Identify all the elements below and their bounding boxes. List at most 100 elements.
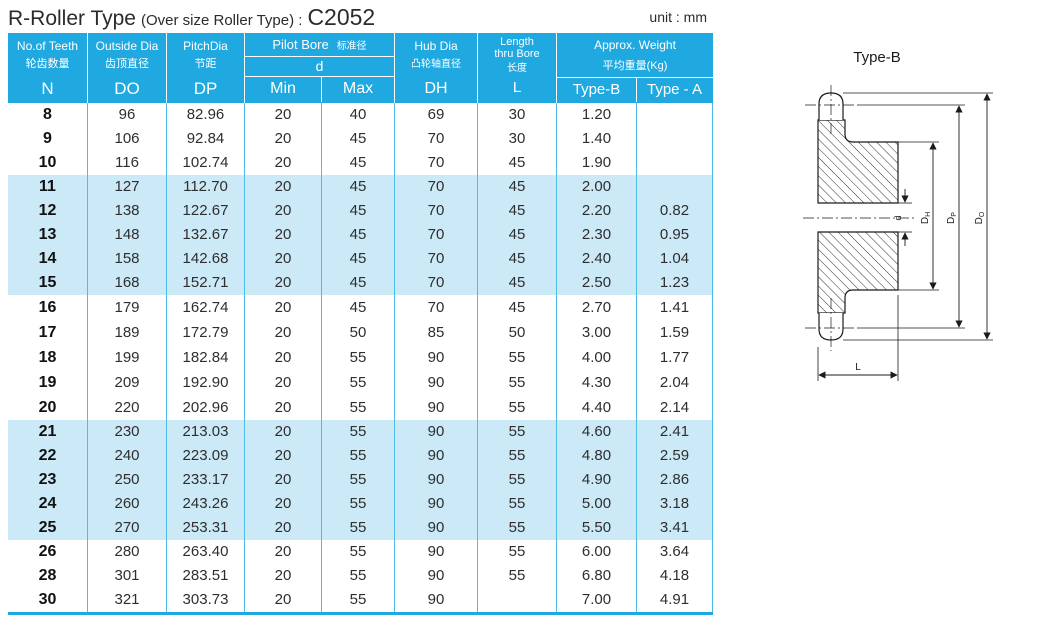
cell-type_b: 5.00 — [557, 492, 637, 516]
cell-min: 20 — [245, 127, 322, 151]
cell-min: 20 — [245, 516, 322, 540]
title-paren: (Over size Roller Type) : — [141, 12, 303, 29]
table-row: 25 270 253.31 20 55 90 55 5.50 3.41 — [8, 516, 713, 540]
cell-type_a — [637, 103, 713, 127]
cell-do: 321 — [88, 588, 167, 612]
cell-type_a — [637, 127, 713, 151]
cell-min: 20 — [245, 468, 322, 492]
cell-type_a: 2.14 — [637, 395, 713, 420]
cell-dh: 90 — [395, 468, 478, 492]
center-lines — [803, 85, 917, 351]
table-row: 10 116 102.74 20 45 70 45 1.90 — [8, 151, 713, 175]
header-group-weight: Approx. Weight 平均重量(Kg) Type-B Type - A — [557, 33, 713, 103]
cell-do: 116 — [88, 151, 167, 175]
cell-l: 55 — [478, 420, 557, 444]
cell-do: 250 — [88, 468, 167, 492]
cell-type_a: 2.41 — [637, 420, 713, 444]
header-weight-cn: 平均重量(Kg) — [602, 60, 668, 72]
drawing-title: Type-B — [853, 49, 901, 66]
cell-l: 45 — [478, 151, 557, 175]
cell-type_b: 4.30 — [557, 370, 637, 395]
cell-do: 138 — [88, 199, 167, 223]
cell-min: 20 — [245, 295, 322, 320]
cell-max: 45 — [322, 199, 395, 223]
cell-dp: 92.84 — [167, 127, 245, 151]
cell-type_a: 2.59 — [637, 444, 713, 468]
cell-dh: 90 — [395, 345, 478, 370]
cell-n: 25 — [8, 516, 88, 540]
cell-type_b: 2.70 — [557, 295, 637, 320]
cell-min: 20 — [245, 345, 322, 370]
cell-min: 20 — [245, 540, 322, 564]
table-row: 15 168 152.71 20 45 70 45 2.50 1.23 — [8, 271, 713, 295]
table-row: 19 209 192.90 20 55 90 55 4.30 2.04 — [8, 370, 713, 395]
cell-min: 20 — [245, 103, 322, 127]
cell-l: 45 — [478, 295, 557, 320]
cell-max: 55 — [322, 516, 395, 540]
cell-n: 18 — [8, 345, 88, 370]
cell-dh: 70 — [395, 199, 478, 223]
header-pilot-max: Max — [342, 80, 374, 97]
cell-dh: 90 — [395, 540, 478, 564]
cell-dh: 70 — [395, 271, 478, 295]
header-pilot-en: Pilot Bore — [272, 37, 329, 52]
cell-dh: 90 — [395, 516, 478, 540]
cell-n: 22 — [8, 444, 88, 468]
dim-label-d: d — [893, 215, 903, 220]
cell-min: 20 — [245, 564, 322, 588]
dim-label-do: DO — [974, 211, 986, 224]
header-outside-en: Outside Dia — [95, 39, 159, 53]
cell-l: 55 — [478, 564, 557, 588]
cell-max: 55 — [322, 370, 395, 395]
cell-n: 17 — [8, 320, 88, 345]
header-length-cn: 长度 — [507, 63, 527, 74]
row-group: 11 127 112.70 20 45 70 45 2.00 12 138 122.67 20 45 70… — [8, 175, 713, 295]
cell-dp: 283.51 — [167, 564, 245, 588]
cell-type_b: 7.00 — [557, 588, 637, 612]
table-row: 12 138 122.67 20 45 70 45 2.20 0.82 — [8, 199, 713, 223]
cell-max: 55 — [322, 444, 395, 468]
cell-min: 20 — [245, 271, 322, 295]
cell-max: 55 — [322, 345, 395, 370]
cell-min: 20 — [245, 588, 322, 612]
table-row: 20 220 202.96 20 55 90 55 4.40 2.14 — [8, 395, 713, 420]
cell-min: 20 — [245, 444, 322, 468]
cell-l: 30 — [478, 103, 557, 127]
table-bottom-rule — [8, 612, 713, 615]
cell-do: 106 — [88, 127, 167, 151]
cell-dp: 102.74 — [167, 151, 245, 175]
cell-dh: 90 — [395, 444, 478, 468]
table-row: 22 240 223.09 20 55 90 55 4.80 2.59 — [8, 444, 713, 468]
cell-min: 20 — [245, 175, 322, 199]
table-row: 16 179 162.74 20 45 70 45 2.70 1.41 — [8, 295, 713, 320]
cell-l: 50 — [478, 320, 557, 345]
cell-max: 45 — [322, 247, 395, 271]
title-main: R-Roller Type — [8, 7, 136, 30]
cell-type_a — [637, 151, 713, 175]
cell-dh: 90 — [395, 564, 478, 588]
cell-n: 26 — [8, 540, 88, 564]
cell-type_b: 5.50 — [557, 516, 637, 540]
cell-type_b: 6.80 — [557, 564, 637, 588]
header-teeth-cn: 轮齿数量 — [25, 58, 70, 70]
cell-type_b: 6.00 — [557, 540, 637, 564]
cell-do: 270 — [88, 516, 167, 540]
cell-l: 55 — [478, 516, 557, 540]
cell-do: 301 — [88, 564, 167, 588]
cell-type_a: 1.04 — [637, 247, 713, 271]
cell-l: 55 — [478, 395, 557, 420]
extension-lines — [817, 92, 993, 381]
dimension-lines — [818, 93, 991, 379]
cell-n: 15 — [8, 271, 88, 295]
cell-do: 189 — [88, 320, 167, 345]
cell-type_b: 4.00 — [557, 345, 637, 370]
cell-type_b: 1.90 — [557, 151, 637, 175]
cell-min: 20 — [245, 223, 322, 247]
cell-n: 23 — [8, 468, 88, 492]
cell-dh: 70 — [395, 127, 478, 151]
cell-type_b: 2.30 — [557, 223, 637, 247]
header-length-en1: Length — [500, 36, 534, 48]
cell-dh: 70 — [395, 223, 478, 247]
cell-dp: 132.67 — [167, 223, 245, 247]
cell-do: 158 — [88, 247, 167, 271]
